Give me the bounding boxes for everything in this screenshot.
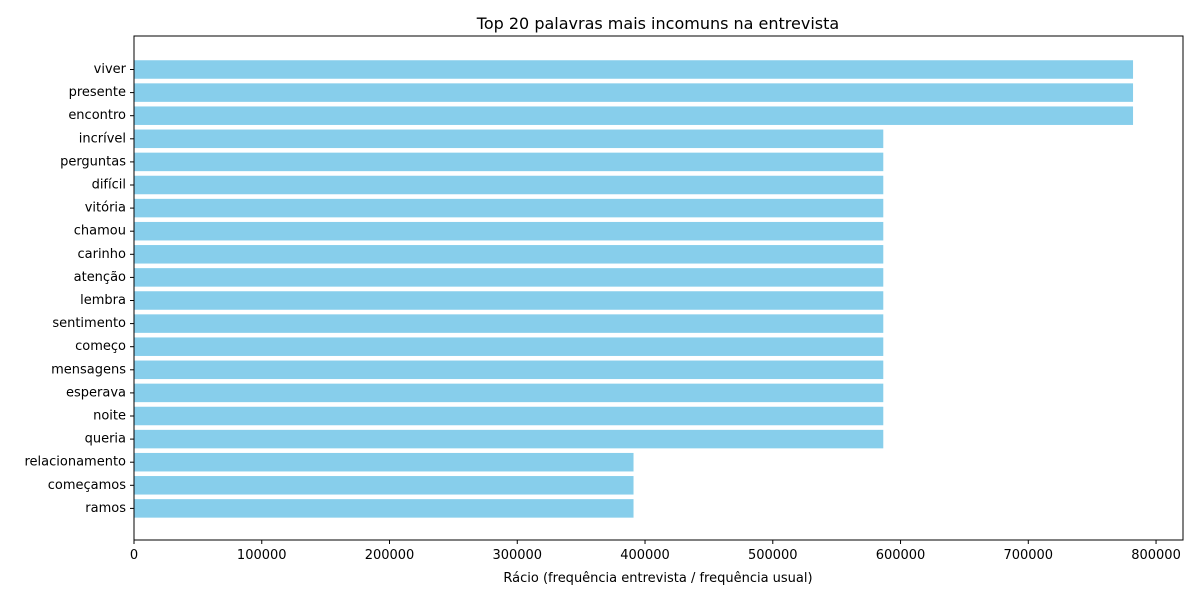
bar-16: [134, 429, 884, 449]
bar-0: [134, 60, 1134, 79]
bar-13: [134, 360, 884, 380]
bar-8: [134, 245, 884, 264]
y-axis-ticks: viver presente encontro incrível perguntas di…: [24, 62, 134, 516]
bar-10: [134, 291, 884, 310]
y-tick-label: carinho: [77, 247, 126, 262]
y-tick-label: lembra: [80, 293, 126, 308]
y-tick-label: ramos: [85, 501, 126, 516]
y-tick-label: incrível: [79, 131, 126, 146]
y-tick-label: começamos: [48, 478, 126, 493]
x-tick-label: 800000: [1131, 548, 1181, 563]
x-tick-label: 600000: [876, 548, 926, 563]
bar-14: [134, 383, 884, 403]
bar-17: [134, 452, 634, 472]
bar-7: [134, 221, 884, 241]
x-tick-label: 200000: [365, 548, 415, 563]
chart-title: Top 20 palavras mais incomuns na entrevi…: [476, 14, 839, 33]
bars-group: [134, 60, 1134, 518]
x-tick-label: 300000: [492, 548, 542, 563]
bar-9: [134, 268, 884, 287]
bar-6: [134, 198, 884, 218]
x-tick-label: 0: [130, 548, 138, 563]
x-tick-label: 100000: [237, 548, 287, 563]
y-tick-label: presente: [69, 85, 126, 100]
y-tick-label: começo: [75, 339, 126, 354]
y-tick-label: atenção: [74, 270, 126, 285]
bar-11: [134, 314, 884, 333]
y-tick-label: queria: [85, 432, 126, 447]
bar-19: [134, 499, 634, 518]
y-tick-label: vitória: [85, 201, 126, 216]
y-tick-label: difícil: [92, 178, 126, 193]
bar-4: [134, 152, 884, 172]
y-tick-label: noite: [93, 409, 126, 424]
bar-12: [134, 337, 884, 356]
bar-1: [134, 83, 1134, 102]
x-tick-label: 400000: [620, 548, 670, 563]
x-axis-ticks: 0 100000 200000 300000 400000 500000 600000 700…: [130, 540, 1181, 563]
y-tick-label: perguntas: [60, 154, 126, 169]
x-tick-label: 700000: [1003, 548, 1053, 563]
bar-2: [134, 106, 1134, 125]
bar-5: [134, 175, 884, 195]
y-tick-label: relacionamento: [24, 455, 126, 470]
y-tick-label: sentimento: [52, 316, 126, 331]
y-tick-label: esperava: [66, 385, 126, 400]
y-tick-label: viver: [94, 62, 127, 77]
bar-15: [134, 406, 884, 426]
x-tick-label: 500000: [748, 548, 798, 563]
bar-18: [134, 476, 634, 495]
y-tick-label: mensagens: [51, 362, 126, 377]
y-tick-label: encontro: [68, 108, 126, 123]
plot-frame: [133, 35, 1184, 541]
x-axis-label: Rácio (frequência entrevista / frequênci…: [503, 571, 812, 586]
y-tick-label: chamou: [74, 224, 126, 239]
bar-3: [134, 129, 884, 149]
